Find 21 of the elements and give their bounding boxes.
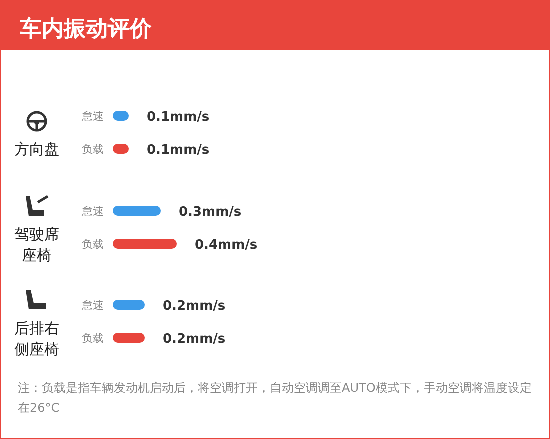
- data-label: 0.2mm/s: [163, 299, 226, 314]
- bar: [113, 300, 145, 310]
- data-label: 0.4mm/s: [195, 238, 258, 253]
- data-label: 0.1mm/s: [147, 143, 210, 158]
- text: 怠速: [82, 299, 104, 312]
- text: 怠速: [82, 205, 104, 218]
- y-tick-label: 驾驶席座椅: [14, 226, 60, 264]
- annotation: 注：负载是指车辆发动机启动后，将空调打开，自动空调调至AUTO模式下，手动空调将温度设定在26°C: [18, 380, 533, 417]
- series-label: 负载: [82, 143, 104, 156]
- data-label: 0.2mm/s: [163, 332, 226, 347]
- y-tick-label: 方向盘: [14, 140, 60, 158]
- chart-title: 车内振动评价: [19, 16, 153, 42]
- y-tick-label: 后排右侧座椅: [14, 320, 60, 358]
- bar: [113, 239, 177, 249]
- text: 负载: [82, 238, 104, 251]
- text: 负载: [82, 332, 104, 345]
- bar: [113, 206, 161, 216]
- data-label: 0.1mm/s: [147, 110, 210, 125]
- series-label: 怠速: [81, 110, 104, 123]
- bar: [113, 333, 145, 343]
- data-label: 0.3mm/s: [179, 205, 242, 220]
